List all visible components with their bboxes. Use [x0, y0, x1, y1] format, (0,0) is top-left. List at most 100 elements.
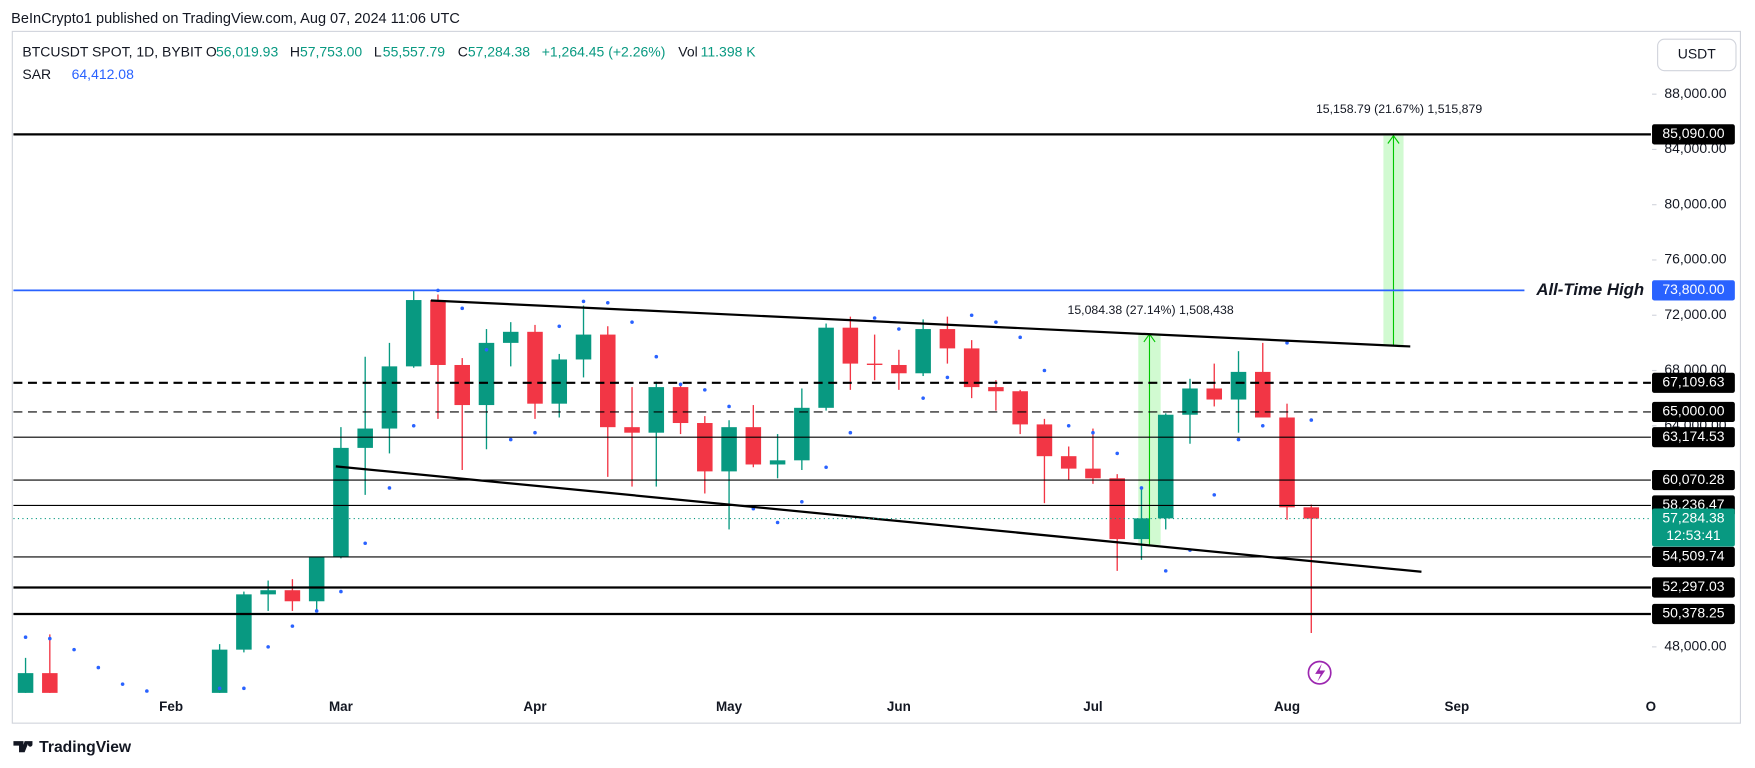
sar-dot: [1285, 341, 1289, 345]
plot: [17, 134, 1404, 720]
price-tag-label: 57,284.38: [1662, 509, 1724, 525]
price-tag-label: 54,509.74: [1662, 548, 1724, 564]
price-tag: [1652, 577, 1735, 598]
candle-body: [260, 590, 276, 595]
sar-dot: [411, 423, 416, 428]
price-tag-label: 63,174.53: [1662, 428, 1724, 444]
candle-body: [963, 348, 980, 388]
candle-body: [672, 387, 689, 424]
candle-body: [551, 359, 568, 404]
sar-dot: [96, 665, 101, 670]
sar-dot: [194, 693, 198, 697]
sar-dot: [557, 324, 562, 329]
sar-dot: [1260, 423, 1265, 428]
candle-body: [381, 366, 398, 429]
sar-dot: [23, 635, 28, 639]
candle-body: [66, 719, 82, 720]
sar-dot: [994, 320, 998, 324]
sar-value: 64,412.08: [72, 66, 134, 82]
logo-mark: [13, 741, 33, 753]
sar-dot: [1066, 423, 1071, 428]
sar-dot: [339, 589, 343, 594]
candle-body: [600, 334, 616, 428]
sar-dot: [945, 375, 950, 380]
sar-dot: [824, 465, 828, 470]
open-value: 56,019.93: [216, 43, 278, 59]
candle-body: [1303, 507, 1320, 519]
candle-body: [794, 407, 810, 461]
candle-body: [842, 327, 859, 364]
sar-dot: [266, 645, 270, 649]
measure-label: 15,158.79 (21.67%) 1,515,879: [1316, 102, 1482, 116]
currency[interactable]: USDT: [1678, 46, 1717, 62]
high-value: 57,753.00: [300, 43, 362, 59]
sar-dot: [1212, 493, 1217, 497]
countdown: 12:53:41: [1666, 527, 1721, 543]
sar-dot: [775, 520, 780, 525]
symbol: BTCUSDT SPOT, 1D, BYBIT: [22, 43, 203, 59]
price-tag: [1652, 603, 1735, 625]
candle-body: [17, 673, 34, 693]
y-tick-label: 76,000.00: [1664, 251, 1726, 267]
price-tag: [1652, 427, 1735, 448]
price-tag: [1652, 508, 1735, 547]
level-note: All-Time High: [1535, 280, 1644, 299]
sar-dot: [72, 647, 76, 652]
open-label: O: [206, 43, 217, 59]
close-value: 57,284.38: [468, 43, 530, 59]
currency-box[interactable]: [1657, 38, 1737, 72]
candle-body: [236, 594, 252, 650]
candle-body: [866, 363, 883, 365]
axes: 48,000.0052,000.0056,000.0060,000.0064,0…: [13, 85, 1735, 714]
x-tick-label: Sep: [1445, 699, 1470, 714]
candle-body: [769, 460, 786, 465]
sar-dot: [242, 686, 246, 691]
candle-body: [1012, 391, 1028, 425]
price-tag-label: 58,236.47: [1662, 496, 1724, 512]
event-bolt: [1315, 663, 1326, 682]
price-tag-label: 73,800.00: [1662, 281, 1724, 297]
candle-body: [357, 428, 373, 448]
sar-dot: [581, 299, 586, 304]
candle-body: [624, 427, 640, 433]
sar-dot: [1115, 451, 1120, 456]
candle-body: [1255, 371, 1271, 418]
x-tick-label: Apr: [523, 699, 547, 714]
sar-dot: [1163, 569, 1168, 573]
sar-dot: [508, 437, 513, 442]
vol-label: Vol: [678, 43, 697, 59]
chart-frame: [11, 30, 1742, 724]
candle-body: [1036, 424, 1053, 457]
candle-body: [818, 327, 834, 408]
x-tick-label: O: [1646, 699, 1656, 714]
close-label: C: [458, 43, 468, 59]
y-tick-label: 72,000.00: [1664, 306, 1726, 322]
candle-body: [988, 387, 1004, 392]
sar-dot: [1091, 430, 1095, 435]
sar-dot: [145, 689, 149, 693]
price-tag-label: 52,297.03: [1662, 578, 1724, 594]
sar-dot: [727, 404, 731, 409]
sar-dot: [605, 301, 610, 305]
candle-body: [430, 300, 446, 365]
currency-button[interactable]: USDT: [1657, 38, 1737, 72]
candle-body: [1279, 417, 1295, 508]
sar-dot: [872, 316, 877, 320]
candle-body: [308, 557, 325, 602]
candle-body: [745, 427, 762, 465]
sar-dot: [48, 636, 52, 641]
sar-dot: [654, 354, 659, 359]
x-tick-label: Aug: [1274, 699, 1300, 714]
sar-dot: [800, 499, 804, 504]
sar-dot: [387, 486, 392, 490]
x-tick-label: May: [716, 699, 743, 714]
change: +1,264.45 (+2.26%): [542, 43, 666, 59]
candle-body: [939, 329, 956, 349]
sar-dot: [897, 327, 901, 331]
candle-body: [648, 387, 665, 433]
candle-body: [1133, 518, 1150, 540]
price-tag: [1652, 280, 1735, 301]
y-tick-label: 88,000.00: [1664, 85, 1726, 101]
